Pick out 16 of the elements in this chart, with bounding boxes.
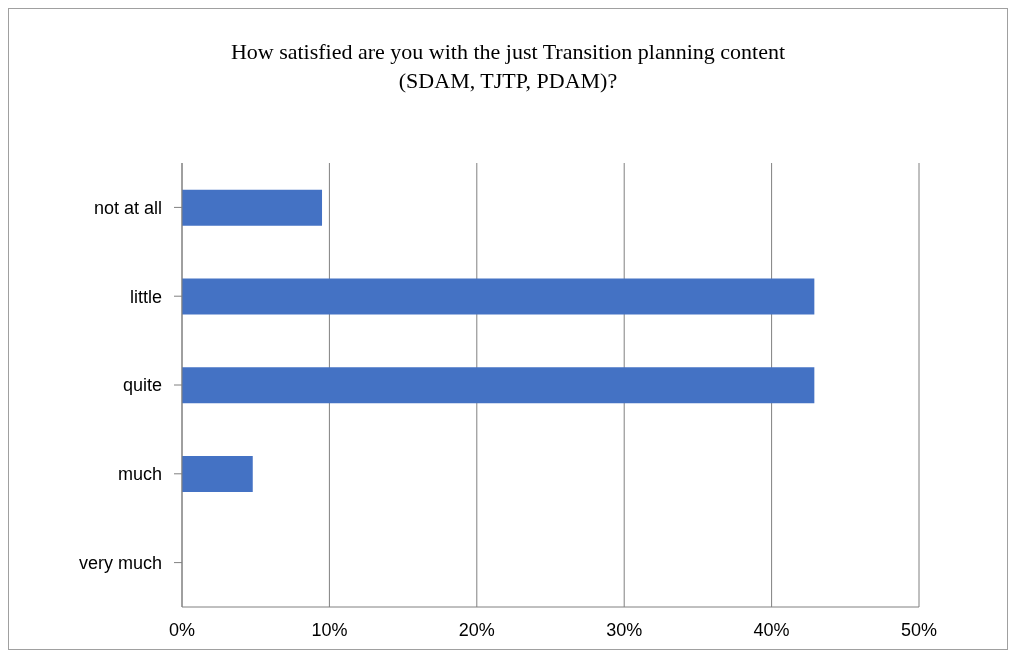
y-tick-label: quite <box>122 375 162 396</box>
y-tick-label: much <box>117 464 162 485</box>
chart-title: How satisfied are you with the just Transition planning content (SDAM, TJTP, PDAM)? <box>229 38 787 95</box>
y-tick-label: not at all <box>93 197 162 218</box>
x-tick-label: 40% <box>753 619 790 640</box>
y-tick-label: very much <box>78 552 162 573</box>
x-tick-label: 30% <box>606 619 643 640</box>
bar <box>182 189 323 226</box>
bar <box>182 278 815 315</box>
x-tick-label: 50% <box>900 619 938 640</box>
bar <box>182 456 253 493</box>
x-tick-label: 20% <box>458 619 495 640</box>
x-tick-label: 10% <box>311 619 348 640</box>
y-tick-label: little <box>129 286 162 307</box>
x-tick-label: 0% <box>168 619 196 640</box>
bar <box>182 367 815 404</box>
